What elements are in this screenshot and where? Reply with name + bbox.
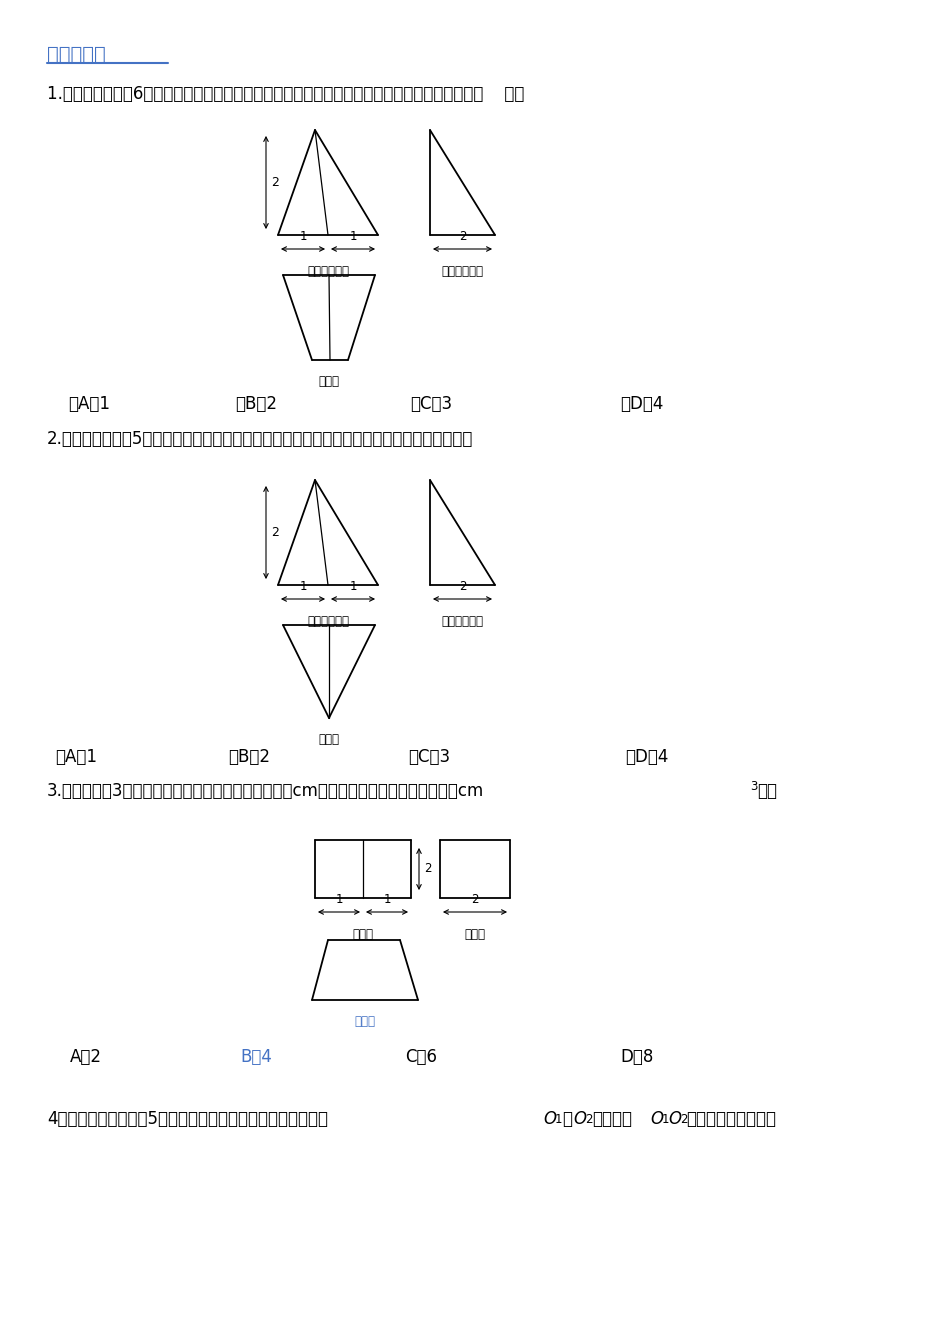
Text: 2: 2 <box>424 862 431 876</box>
Text: B．4: B．4 <box>240 1048 272 1066</box>
Text: 1: 1 <box>349 580 357 594</box>
Text: 1: 1 <box>349 230 357 243</box>
Text: 正视图: 正视图 <box>352 928 373 941</box>
Text: O: O <box>667 1110 681 1128</box>
Text: 侧视图: 侧视图 <box>464 928 485 941</box>
Text: （B）2: （B）2 <box>235 394 277 413</box>
Text: （A）1: （A）1 <box>68 394 110 413</box>
Text: 1: 1 <box>554 1112 562 1126</box>
Text: 2: 2 <box>680 1112 687 1126</box>
Text: （C）3: （C）3 <box>410 394 451 413</box>
Text: 俯视图: 俯视图 <box>318 374 339 388</box>
Text: O: O <box>572 1110 585 1128</box>
Text: 正（主）视图: 正（主）视图 <box>307 265 348 278</box>
Text: 3.（浙江）（3）某几何体的三视图如图所示（单位：cm），则该几何体的体积（单位：cm: 3.（浙江）（3）某几何体的三视图如图所示（单位：cm），则该几何体的体积（单位… <box>47 782 483 800</box>
Text: 1: 1 <box>299 580 307 594</box>
Text: 2.（北京卷理）（5）某四棱锥的三视图如图所示，在此四棱锥的侧面中，直角三角形的个数为: 2.（北京卷理）（5）某四棱锥的三视图如图所示，在此四棱锥的侧面中，直角三角形的… <box>47 431 473 448</box>
Text: 1.（北京卷文）（6）某四棱锥的三视图如图所示，在此四棱锥的侧面中，直角三角形的个数为（    ）。: 1.（北京卷文）（6）某四棱锥的三视图如图所示，在此四棱锥的侧面中，直角三角形的… <box>47 86 524 103</box>
Text: （D）4: （D）4 <box>624 747 667 766</box>
Text: 2: 2 <box>584 1112 592 1126</box>
Text: 2: 2 <box>471 893 479 906</box>
Text: A．2: A．2 <box>70 1048 102 1066</box>
Text: 1: 1 <box>299 230 307 243</box>
Text: ，: ， <box>562 1110 571 1128</box>
Text: 1: 1 <box>383 893 390 906</box>
Text: 一、选择题: 一、选择题 <box>47 45 106 64</box>
Text: 2: 2 <box>458 580 465 594</box>
Text: 俯视图: 俯视图 <box>318 733 339 746</box>
Text: ，过直线: ，过直线 <box>591 1110 632 1128</box>
Text: 正（主）视图: 正（主）视图 <box>307 615 348 628</box>
Text: 2: 2 <box>271 525 278 539</box>
Text: O: O <box>649 1110 663 1128</box>
Text: O: O <box>543 1110 555 1128</box>
Text: （D）4: （D）4 <box>619 394 663 413</box>
Text: C．6: C．6 <box>405 1048 436 1066</box>
Text: （B）2: （B）2 <box>228 747 270 766</box>
Text: 4．（全国卷一文）（5）已知圆柱的上、下底面的中心分别为: 4．（全国卷一文）（5）已知圆柱的上、下底面的中心分别为 <box>47 1110 328 1128</box>
Text: （C）3: （C）3 <box>408 747 449 766</box>
Text: 侧（左）视图: 侧（左）视图 <box>441 615 483 628</box>
Text: 2: 2 <box>271 176 278 189</box>
Text: D．8: D．8 <box>619 1048 652 1066</box>
Text: 2: 2 <box>458 230 465 243</box>
Text: 的平面截该圆柱所得: 的平面截该圆柱所得 <box>685 1110 775 1128</box>
Text: 俯视图: 俯视图 <box>354 1015 375 1028</box>
Text: ）是: ）是 <box>756 782 776 800</box>
Text: 1: 1 <box>335 893 343 906</box>
Text: 1: 1 <box>662 1112 668 1126</box>
Text: 侧（左）视图: 侧（左）视图 <box>441 265 483 278</box>
Text: （A）1: （A）1 <box>55 747 97 766</box>
Text: 3: 3 <box>750 779 756 793</box>
